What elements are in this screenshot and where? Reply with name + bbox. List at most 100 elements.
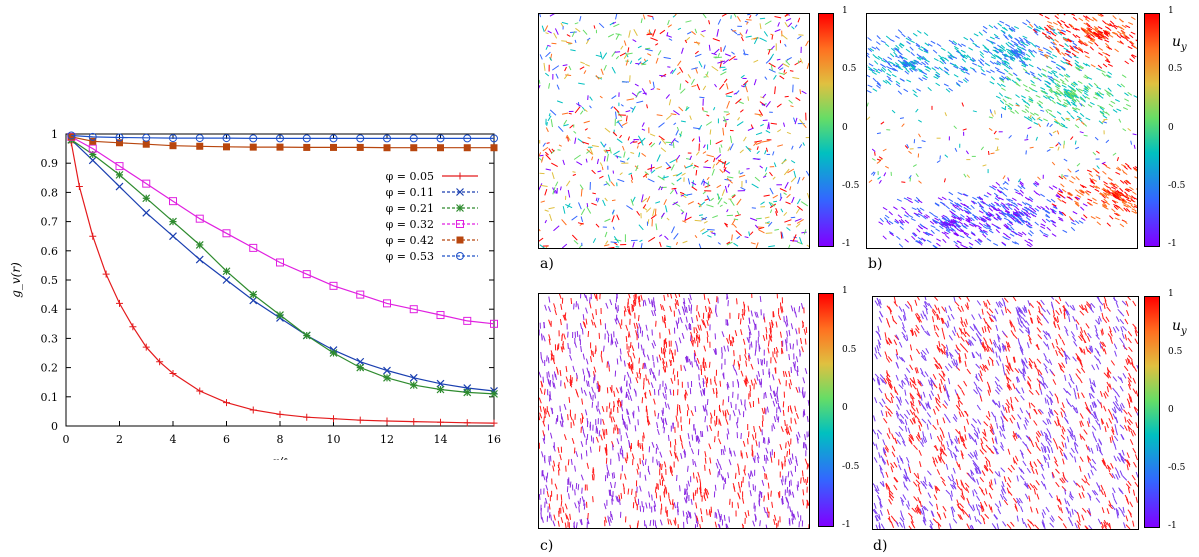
- particle: [1011, 52, 1016, 57]
- particle: [601, 166, 604, 171]
- particle: [768, 62, 776, 68]
- particle: [715, 512, 718, 519]
- particle: [582, 29, 588, 35]
- particle: [1130, 362, 1135, 368]
- particle: [560, 22, 564, 27]
- particle: [711, 168, 715, 176]
- particle: [619, 160, 626, 163]
- particle: [750, 363, 754, 370]
- particle: [906, 79, 912, 83]
- particle: [624, 457, 628, 464]
- particle: [880, 63, 885, 67]
- particle: [627, 136, 630, 141]
- particle: [576, 103, 582, 107]
- particle: [539, 154, 544, 157]
- particle: [1106, 74, 1112, 78]
- particle: [729, 340, 732, 347]
- particle: [656, 88, 661, 90]
- particle: [966, 497, 970, 504]
- particle: [1062, 458, 1065, 465]
- particle: [985, 213, 991, 218]
- particle: [557, 126, 564, 133]
- particle: [884, 217, 889, 222]
- particle: [1004, 36, 1009, 41]
- particle: [672, 174, 678, 177]
- particle: [704, 451, 707, 458]
- particle: [982, 233, 987, 238]
- particle: [790, 470, 794, 477]
- particle: [546, 472, 549, 479]
- particle: [691, 138, 695, 142]
- particle: [653, 389, 656, 396]
- particle: [1003, 187, 1009, 191]
- particle: [1006, 77, 1012, 81]
- particle: [997, 48, 1003, 53]
- particle: [1120, 326, 1124, 333]
- particle: [1068, 216, 1074, 221]
- particle: [1074, 447, 1079, 454]
- series-3-point: [195, 214, 204, 223]
- particle: [1042, 95, 1048, 100]
- particle: [878, 452, 881, 459]
- particle: [573, 447, 576, 454]
- particle: [687, 433, 690, 440]
- particle: [1056, 193, 1061, 198]
- particle: [1034, 31, 1039, 36]
- particle: [789, 379, 792, 386]
- particle: [1052, 78, 1058, 82]
- particle: [1080, 435, 1086, 441]
- particle: [714, 83, 718, 88]
- particle: [989, 109, 992, 114]
- particle: [1103, 192, 1108, 197]
- particle: [985, 63, 991, 67]
- particle: [610, 181, 615, 187]
- particle: [595, 223, 600, 228]
- particle: [1051, 99, 1056, 104]
- particle: [1072, 335, 1077, 342]
- series-4-point: [89, 137, 97, 145]
- particle: [1083, 88, 1089, 92]
- series-3-point: [88, 144, 97, 153]
- particle: [714, 436, 716, 443]
- particle: [955, 224, 960, 229]
- particle: [953, 45, 959, 50]
- particle: [1018, 57, 1024, 62]
- particle: [668, 498, 672, 505]
- series-1-point: [142, 208, 151, 217]
- particle: [699, 491, 702, 498]
- particle: [966, 418, 970, 425]
- particle: [800, 477, 802, 484]
- particle: [719, 464, 722, 471]
- particle: [1080, 28, 1086, 32]
- particle: [750, 379, 754, 386]
- legend-label-0: φ = 0.05: [386, 170, 434, 183]
- particle: [1021, 109, 1027, 114]
- particle: [598, 22, 605, 29]
- particle: [548, 512, 551, 519]
- particle: [762, 465, 766, 472]
- particle: [1002, 34, 1008, 38]
- particle: [1129, 511, 1133, 518]
- particle: [594, 392, 596, 399]
- particle: [542, 146, 549, 152]
- particle: [707, 181, 709, 188]
- particle: [877, 176, 882, 180]
- particle: [625, 115, 628, 122]
- particle: [1114, 217, 1120, 221]
- particle: [1040, 225, 1046, 230]
- particle: [984, 342, 990, 348]
- y-tick-label: 0.3: [41, 332, 59, 345]
- particle: [747, 96, 750, 101]
- particle: [880, 523, 885, 529]
- particle: [1051, 70, 1056, 75]
- particle: [895, 80, 901, 85]
- particle: [983, 337, 987, 343]
- particle: [765, 333, 768, 340]
- particle: [1096, 221, 1102, 226]
- particle: [1084, 55, 1090, 59]
- particle: [700, 508, 703, 515]
- particle: [997, 207, 1002, 212]
- particle: [960, 244, 966, 248]
- particle: [712, 388, 715, 395]
- particle: [666, 245, 672, 248]
